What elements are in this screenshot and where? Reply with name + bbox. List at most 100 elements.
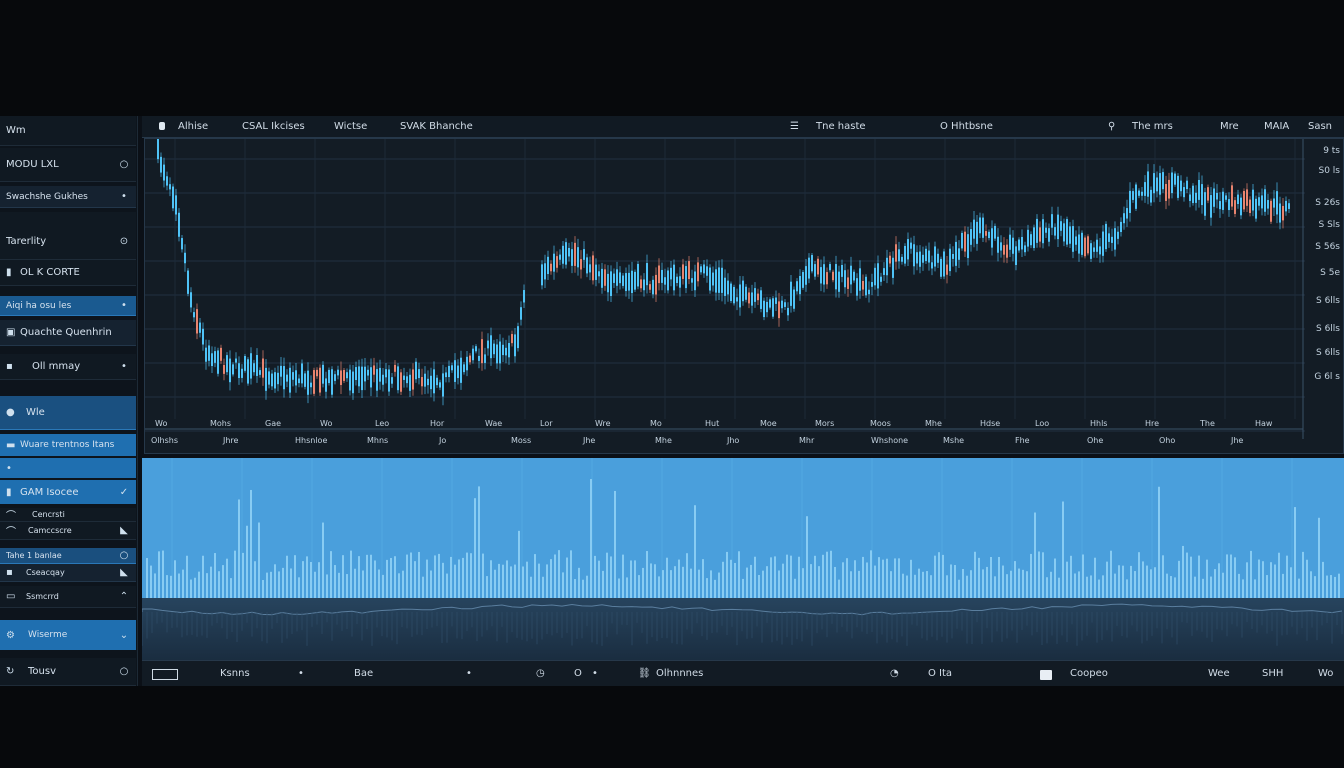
volume-bar [486, 576, 488, 598]
candle [253, 363, 255, 373]
candle [904, 245, 906, 264]
candle [637, 263, 639, 287]
candle [1240, 197, 1242, 216]
folder-icon[interactable] [1040, 670, 1052, 680]
link-icon[interactable]: ⛓ [638, 668, 651, 679]
sidebar-item-13[interactable]: Tahe 1 banlae ○ [0, 548, 136, 564]
toolbar-item-5[interactable]: O Hhtbsne [940, 121, 993, 132]
volume-bar [278, 571, 280, 598]
candle [301, 363, 303, 384]
sidebar-item-3[interactable]: ▮ OL K CORTE [0, 260, 136, 286]
volume-bar [250, 489, 252, 598]
chart-type-icon[interactable]: ☰ [790, 121, 799, 132]
candle [541, 264, 543, 286]
volume-bar [230, 578, 232, 598]
sidebar-item-2[interactable]: Tarerlity ⊙ [0, 212, 136, 260]
volume-bar [542, 576, 544, 598]
volume-bar [402, 570, 404, 598]
candle [1207, 187, 1209, 201]
sidebar-item-6[interactable]: ▪ Oll mmay • [0, 354, 136, 380]
toolbar-item-1[interactable]: CSAL Ikcises [242, 121, 305, 132]
volume-bar [546, 564, 548, 598]
sidebar-item-0[interactable]: MODU LXL ○ [0, 148, 136, 182]
candle [502, 344, 504, 356]
toolbar-item-7[interactable]: Mre [1220, 121, 1239, 132]
candle [1048, 228, 1050, 242]
status-item-0[interactable]: Ksnns [220, 668, 250, 679]
toolbar-item-4[interactable]: Tne haste [816, 121, 866, 132]
status-item-3[interactable]: Olhnnnes [656, 668, 704, 679]
volume-bar [242, 552, 244, 598]
circle-icon: ● [6, 407, 15, 418]
volume-bar [1122, 565, 1124, 598]
indicator-icon[interactable]: ⚲ [1108, 121, 1116, 132]
volume-bar [770, 557, 772, 598]
volume-bar [670, 570, 672, 598]
volume-bar [938, 552, 940, 598]
sidebar-item-12[interactable]: ⌒ Camccscre ◣ [0, 522, 136, 540]
sidebar-item-14[interactable]: ▪ Cseacqay ◣ [0, 564, 136, 582]
status-item-5[interactable]: Coopeo [1070, 668, 1108, 679]
sidebar-item-8[interactable]: ▬ Wuare trentnos Itans [0, 434, 136, 456]
candle [643, 279, 645, 291]
sidebar-item-9[interactable]: • [0, 458, 136, 478]
volume-bar [782, 563, 784, 598]
candle [967, 234, 969, 259]
layout-icon[interactable] [152, 669, 178, 680]
time-axis-label: Hdse [980, 419, 1000, 428]
sidebar-item-5[interactable]: ▣ Quachte Quenhrin [0, 320, 136, 346]
volume-bar [1270, 562, 1272, 598]
candle [673, 264, 675, 291]
volume-bar [1158, 486, 1160, 598]
volume-bar [1062, 501, 1064, 598]
volume-bar [1118, 565, 1120, 598]
volume-bar [890, 571, 892, 598]
candle [733, 286, 735, 304]
sidebar-item-15[interactable]: ▭ Ssmcrrd ⌃ [0, 586, 136, 608]
sidebar-item-7[interactable]: ● Wle [0, 396, 136, 430]
volume-bar [382, 574, 384, 598]
candle [448, 365, 450, 378]
sidebar-item-16[interactable]: ⚙ Wiserme ⌄ [0, 620, 136, 650]
volume-bars[interactable] [142, 458, 1344, 598]
sidebar-item-10[interactable]: ▮ GAM Isocee ✓ [0, 480, 136, 504]
volume-bar [682, 566, 684, 598]
status-item-8[interactable]: Wo [1318, 668, 1334, 679]
alert-icon[interactable]: ◔ [890, 668, 899, 679]
volume-bar [310, 562, 312, 598]
toolbar-item-8[interactable]: MAIA [1264, 121, 1290, 132]
candle [652, 279, 654, 295]
candle [1171, 172, 1173, 194]
sidebar-item-1[interactable]: Swachshe Gukhes • [0, 186, 136, 208]
clock-icon[interactable]: ◷ [536, 668, 545, 679]
toolbar-item-0[interactable]: Alhise [178, 121, 209, 132]
volume-bar [690, 568, 692, 598]
candle [682, 264, 684, 279]
price-chart[interactable]: Wo Mohs Gae Wo Leo Hor Wae Lor Wre Mo Hut Moe Mors Mo… [144, 138, 1344, 454]
volume-bar [1310, 571, 1312, 598]
volume-bar [1154, 567, 1156, 598]
candle [1141, 191, 1143, 196]
volume-bar [762, 570, 764, 598]
candlestick-chart[interactable]: Wo Mohs Gae Wo Leo Hor Wae Lor Wre Mo Hut Moe Mors Mo… [145, 139, 1344, 455]
sidebar-item-17[interactable]: ↻ Tousv ○ [0, 658, 136, 686]
sidebar-item-11[interactable]: ⌒ Cencrsti [0, 508, 136, 522]
toolbar-item-3[interactable]: SVAK Bhanche [400, 121, 473, 132]
status-item-1[interactable]: Bae [354, 668, 374, 679]
candle [340, 370, 342, 385]
toolbar-item-2[interactable]: Wictse [334, 121, 368, 132]
status-item-2[interactable]: O [574, 668, 582, 679]
candle [373, 365, 375, 375]
status-item-4[interactable]: O Ita [928, 668, 953, 679]
toolbar-item-6[interactable]: The mrs [1132, 121, 1173, 132]
candle [244, 356, 246, 371]
volume-bar [394, 556, 396, 598]
candle [1057, 214, 1059, 240]
volume-chart[interactable] [142, 458, 1344, 598]
record-icon[interactable] [159, 122, 165, 130]
status-item-6[interactable]: Wee [1208, 668, 1230, 679]
status-item-7[interactable]: SHH [1262, 668, 1284, 679]
toolbar-item-9[interactable]: Sasn [1308, 121, 1333, 132]
sidebar-item-4[interactable]: Aiqi ha osu les • [0, 296, 136, 316]
candle [787, 307, 789, 316]
